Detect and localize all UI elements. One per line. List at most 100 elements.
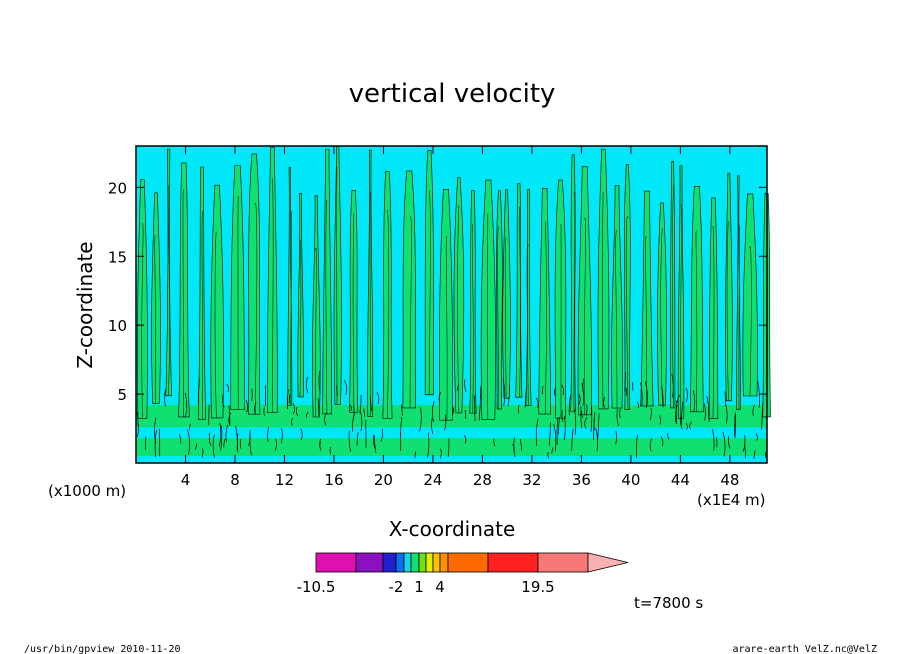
colorbar-segment [355,552,384,573]
y-tick-label: 5 [117,386,127,404]
contour-line [553,387,557,396]
contour-line [593,412,596,441]
contour-line [580,405,582,429]
contour-line [184,392,188,418]
contour-line [300,428,303,441]
contour-line [677,395,681,404]
contour-line [544,221,547,415]
contour-line [370,395,372,411]
contour-line [387,209,390,419]
contour-line [154,235,156,404]
contour-line [464,410,467,419]
contour-line [603,396,606,408]
contour-line [136,411,139,426]
contour-line [352,213,355,413]
contour-line [249,429,252,456]
contour-line [222,393,225,408]
contour-line [764,451,767,459]
colorbar-segment [410,552,420,573]
updraft-plume [742,193,758,397]
contour-line [299,239,302,397]
y-tick-label: 10 [108,317,127,335]
contour-line [220,426,223,451]
contour-line [553,423,557,452]
contour-line [541,386,544,395]
contour-line [144,436,147,450]
contour-line [457,205,460,413]
contour-line [439,448,442,459]
contour-line [251,388,253,402]
updraft-plume [267,147,278,414]
colorbar-label: 4 [435,578,445,596]
contour-line [680,414,683,430]
contour-line [616,408,619,427]
contour-line [502,378,506,406]
x-tick-label: 44 [671,471,690,489]
contour-line [198,378,200,406]
contour-line [752,404,756,417]
contour-line [325,199,328,414]
y-axis-ticks: 5 10 15 20 [108,179,767,404]
contour-line [478,394,481,421]
contour-line [451,405,454,416]
updraft-plume [611,185,623,409]
contour-line [625,216,629,410]
contour-line [179,434,182,444]
colorbar-segment [447,552,489,573]
contour-line [431,418,434,434]
contour-line [602,191,604,409]
footer-right: arare-earth_VelZ.nc@VelZ [733,644,878,654]
contour-line [660,227,663,406]
surface-band [136,438,767,457]
contour-line [348,430,351,452]
contour-line [686,387,688,403]
updraft-plume [735,175,741,410]
x-tick-label: 16 [324,471,343,489]
updraft-plume [502,189,511,399]
contour-line [356,432,359,446]
contour-line [734,412,737,438]
updraft-plume [453,177,465,414]
contour-line [674,405,678,423]
contour-line [584,217,586,415]
x-tick-label: 4 [181,471,191,489]
contour-line [214,231,217,418]
contour-line [658,415,662,425]
y-axis-label: Z-coordinate [73,241,97,368]
contour-line [692,390,696,413]
contour-line [414,451,417,458]
contour-line [428,190,431,395]
colorbar-label: -10.5 [297,578,336,596]
colorbar-label: -2 [389,578,404,596]
contour-line [336,385,339,396]
x-unit-right-label: (x1E4 m) [697,491,766,509]
updraft-plume [165,148,172,397]
contour-line [695,230,698,412]
contour-line [154,417,157,444]
contour-line [640,382,643,407]
updraft-plume [623,164,631,411]
contour-line [445,235,448,421]
contour-line [535,397,539,408]
contour-line [223,438,226,448]
contour-line [636,401,639,409]
colorbar-label: 19.5 [521,578,554,596]
contour-line [493,438,496,447]
contour-line [228,412,232,425]
updraft-plume [597,148,610,410]
contour-line [582,378,585,396]
updraft-plume [382,170,393,419]
colorbar-segment [439,552,449,573]
contour-line [706,396,709,404]
contour-line [306,376,308,393]
contour-line [571,428,574,451]
contour-line [671,373,674,398]
contour-line [753,450,756,459]
contour-line [401,404,403,416]
contour-line [597,413,600,440]
contour-line [263,407,265,417]
contour-line [344,380,348,395]
contour-line [524,386,527,408]
colorbar-label: 1 [414,578,424,596]
contour-line [727,435,731,449]
